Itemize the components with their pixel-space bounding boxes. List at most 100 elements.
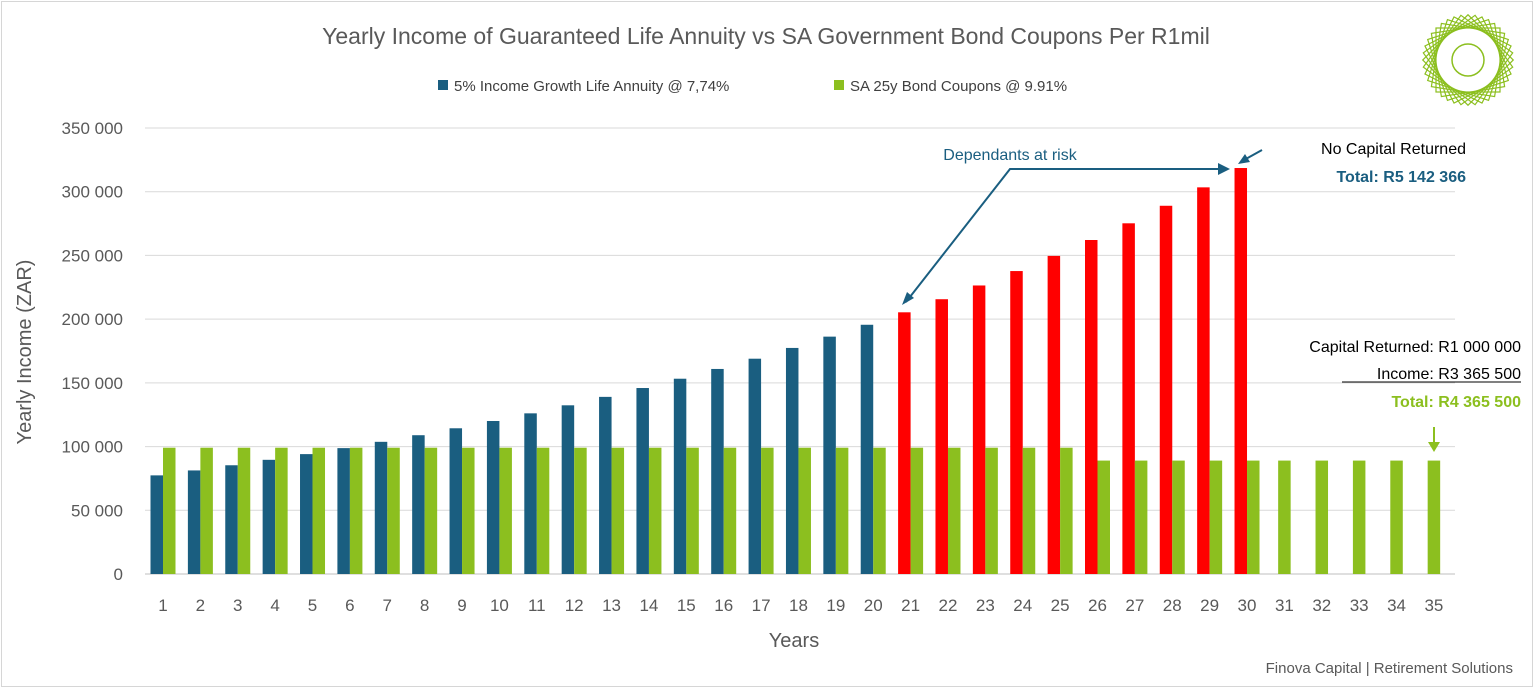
arrow-top-head (1218, 163, 1230, 175)
x-tick-label: 4 (270, 596, 279, 615)
logo-stroke (1424, 16, 1512, 104)
bar-annuity-year-4 (262, 459, 276, 574)
bar-bond-year-26 (1097, 460, 1110, 574)
bar-bond-year-6 (349, 447, 363, 574)
annotation-bond-total: Total: R4 365 500 (1391, 394, 1521, 411)
bar-annuity-year-2 (187, 470, 201, 574)
logo-center-ring (1451, 43, 1485, 77)
y-tick-label: 100 000 (62, 438, 123, 457)
annotation-no-capital-returned: No Capital Returned (1321, 141, 1466, 158)
bar-bond-year-33 (1352, 460, 1366, 574)
x-tick-label: 5 (308, 596, 317, 615)
logo-stroke (1422, 14, 1514, 106)
bar-bond-year-17 (761, 447, 774, 574)
bar-bond-year-12 (574, 447, 587, 574)
bar-annuity-year-1 (150, 475, 163, 574)
bar-bond-year-35 (1427, 460, 1441, 574)
legend-swatch-annuity (438, 80, 448, 90)
x-tick-label: 22 (939, 596, 958, 615)
x-tick-label: 10 (490, 596, 509, 615)
bar-annuity-year-7 (374, 441, 388, 574)
bar-bond-year-5 (312, 447, 326, 574)
x-tick-label: 29 (1200, 596, 1219, 615)
legend-label-bond: SA 25y Bond Coupons @ 9.91% (850, 78, 1067, 95)
bar-annuity-year-9 (449, 428, 463, 574)
bar-bond-year-34 (1390, 460, 1403, 574)
legend-label-annuity: 5% Income Growth Life Annuity @ 7,74% (454, 78, 729, 95)
x-tick-label: 9 (457, 596, 466, 615)
bar-annuity-year-3 (225, 465, 238, 574)
x-tick-label: 16 (714, 596, 733, 615)
bar-bond-year-32 (1315, 460, 1329, 574)
bar-bond-year-8 (424, 447, 438, 574)
bar-annuity-year-21 (898, 312, 911, 574)
bar-bond-year-7 (387, 447, 400, 574)
chart-title: Yearly Income of Guaranteed Life Annuity… (322, 23, 1210, 49)
legend: 5% Income Growth Life Annuity @ 7,74% SA… (438, 78, 1067, 95)
bar-annuity-year-27 (1122, 223, 1135, 574)
x-tick-label: 25 (1051, 596, 1070, 615)
bar-bond-year-28 (1172, 460, 1185, 574)
y-tick-label: 350 000 (62, 119, 123, 138)
x-axis-ticks: 1 2 3 4 5 6 7 8 9 10 11 12 13 14 15 16 17 18 19 20 21 22 23 24 2… (158, 596, 1443, 615)
logo-stroke (1424, 16, 1512, 104)
bar-annuity-year-28 (1159, 205, 1173, 575)
bar-bond-year-10 (499, 447, 512, 574)
bar-annuity-year-6 (337, 448, 350, 574)
bar-annuity-year-26 (1085, 240, 1098, 574)
bar-annuity-year-17 (748, 358, 762, 574)
x-tick-label: 3 (233, 596, 242, 615)
logo-stroke (1422, 14, 1514, 106)
x-tick-label: 12 (565, 596, 584, 615)
bar-bond-year-18 (798, 447, 811, 574)
bar-annuity-year-22 (935, 299, 948, 574)
x-axis-title: Years (769, 630, 819, 652)
x-tick-label: 11 (528, 596, 546, 615)
bar-bond-year-29 (1209, 460, 1223, 574)
bar-bond-year-11 (536, 447, 550, 574)
legend-swatch-bond (834, 80, 844, 90)
bar-annuity-year-12 (561, 405, 575, 574)
bar-annuity-year-10 (486, 420, 500, 574)
bar-bond-year-27 (1134, 460, 1148, 574)
x-tick-label: 26 (1088, 596, 1107, 615)
y-tick-label: 300 000 (62, 183, 123, 202)
y-tick-label: 250 000 (62, 246, 123, 265)
bar-bond-year-23 (985, 447, 998, 574)
x-tick-label: 21 (901, 596, 920, 615)
annotation-annuity-total: Total: R5 142 366 (1336, 169, 1466, 186)
y-axis-ticks: 0 50 000 100 000 150 000 200 000 250 000 300 0… (62, 119, 123, 584)
arrow-bond-head (1428, 442, 1440, 452)
y-tick-label: 50 000 (71, 501, 123, 520)
bar-annuity-year-30 (1234, 168, 1248, 574)
bar-bond-year-3 (237, 447, 251, 574)
x-tick-label: 33 (1350, 596, 1369, 615)
bar-annuity-year-18 (785, 347, 799, 574)
bar-bond-year-2 (200, 447, 213, 574)
x-tick-label: 17 (752, 596, 771, 615)
annotation-income: Income: R3 365 500 (1377, 366, 1521, 383)
bar-bond-year-22 (947, 447, 961, 574)
x-tick-label: 32 (1312, 596, 1331, 615)
bar-annuity-year-25 (1047, 255, 1061, 574)
x-tick-label: 35 (1424, 596, 1443, 615)
bar-bond-year-14 (648, 447, 662, 574)
bar-annuity-year-13 (599, 396, 612, 574)
annotation-dependants-at-risk: Dependants at risk (943, 147, 1077, 164)
bar-bond-year-30 (1247, 460, 1260, 574)
x-tick-label: 14 (639, 596, 658, 615)
bar-bond-year-21 (910, 447, 924, 574)
bar-annuity-year-24 (1010, 271, 1023, 574)
x-tick-label: 28 (1163, 596, 1182, 615)
bar-bond-year-24 (1022, 447, 1036, 574)
footer-text: Finova Capital | Retirement Solutions (1266, 660, 1513, 677)
arrow-dependants-line (905, 168, 1225, 303)
arrow-no-capital-head (1238, 154, 1250, 164)
y-tick-label: 0 (114, 565, 123, 584)
bar-bond-year-19 (835, 447, 849, 574)
x-tick-label: 34 (1387, 596, 1406, 615)
bar-bond-year-31 (1278, 460, 1291, 574)
x-tick-label: 27 (1125, 596, 1144, 615)
